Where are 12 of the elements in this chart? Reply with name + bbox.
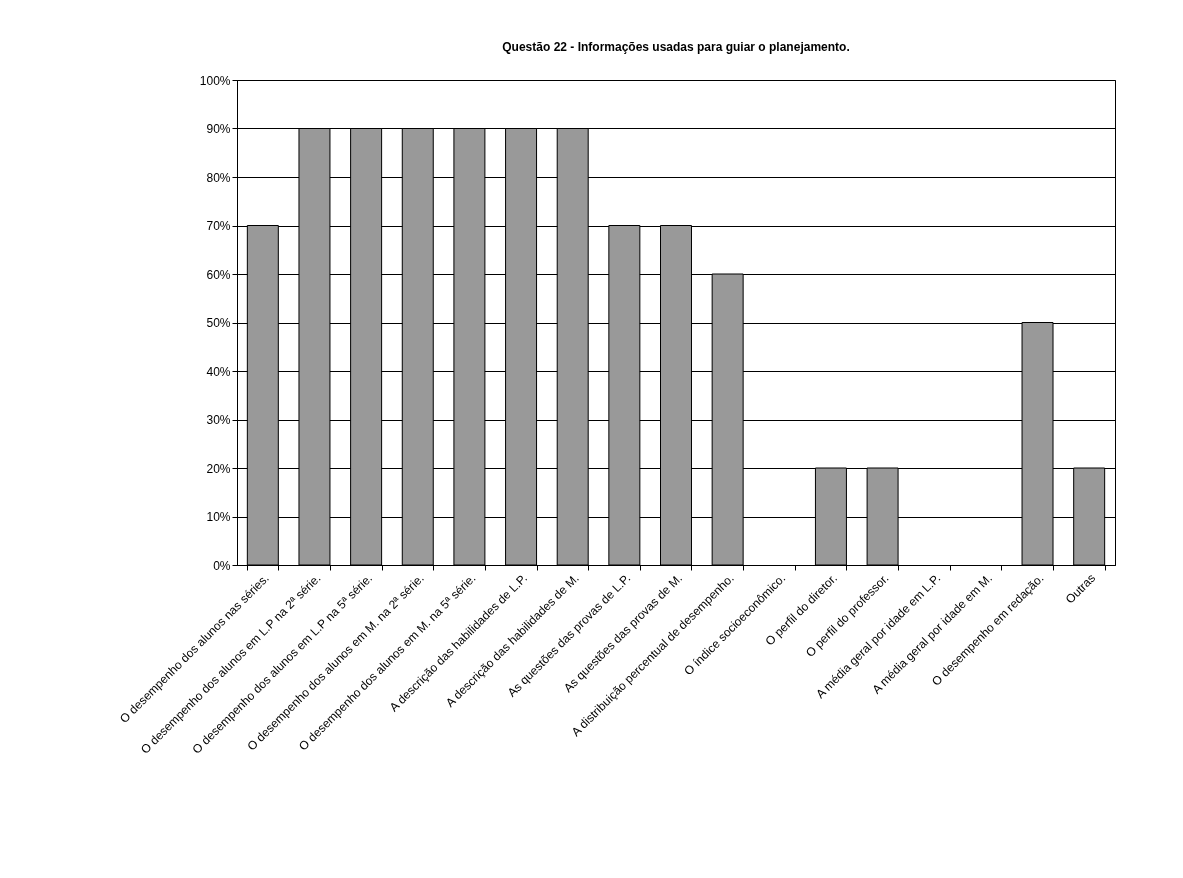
y-tick-label: 80%	[206, 170, 231, 185]
y-tick-label: 70%	[206, 219, 231, 233]
y-tick-label: 0%	[213, 558, 231, 573]
y-tick-label: 20%	[206, 461, 231, 476]
y-tick-label: 90%	[206, 122, 231, 136]
y-tick-label: 60%	[206, 267, 231, 282]
y-tick-label: 30%	[206, 413, 231, 427]
y-tick-label: 50%	[206, 316, 231, 330]
y-tick-label: 100%	[199, 73, 231, 88]
y-tick-label: 10%	[206, 510, 231, 524]
y-tick-label: 40%	[206, 364, 231, 379]
chart-title: Questão 22 - Informações usadas para guiar o planejamento.	[502, 40, 850, 54]
